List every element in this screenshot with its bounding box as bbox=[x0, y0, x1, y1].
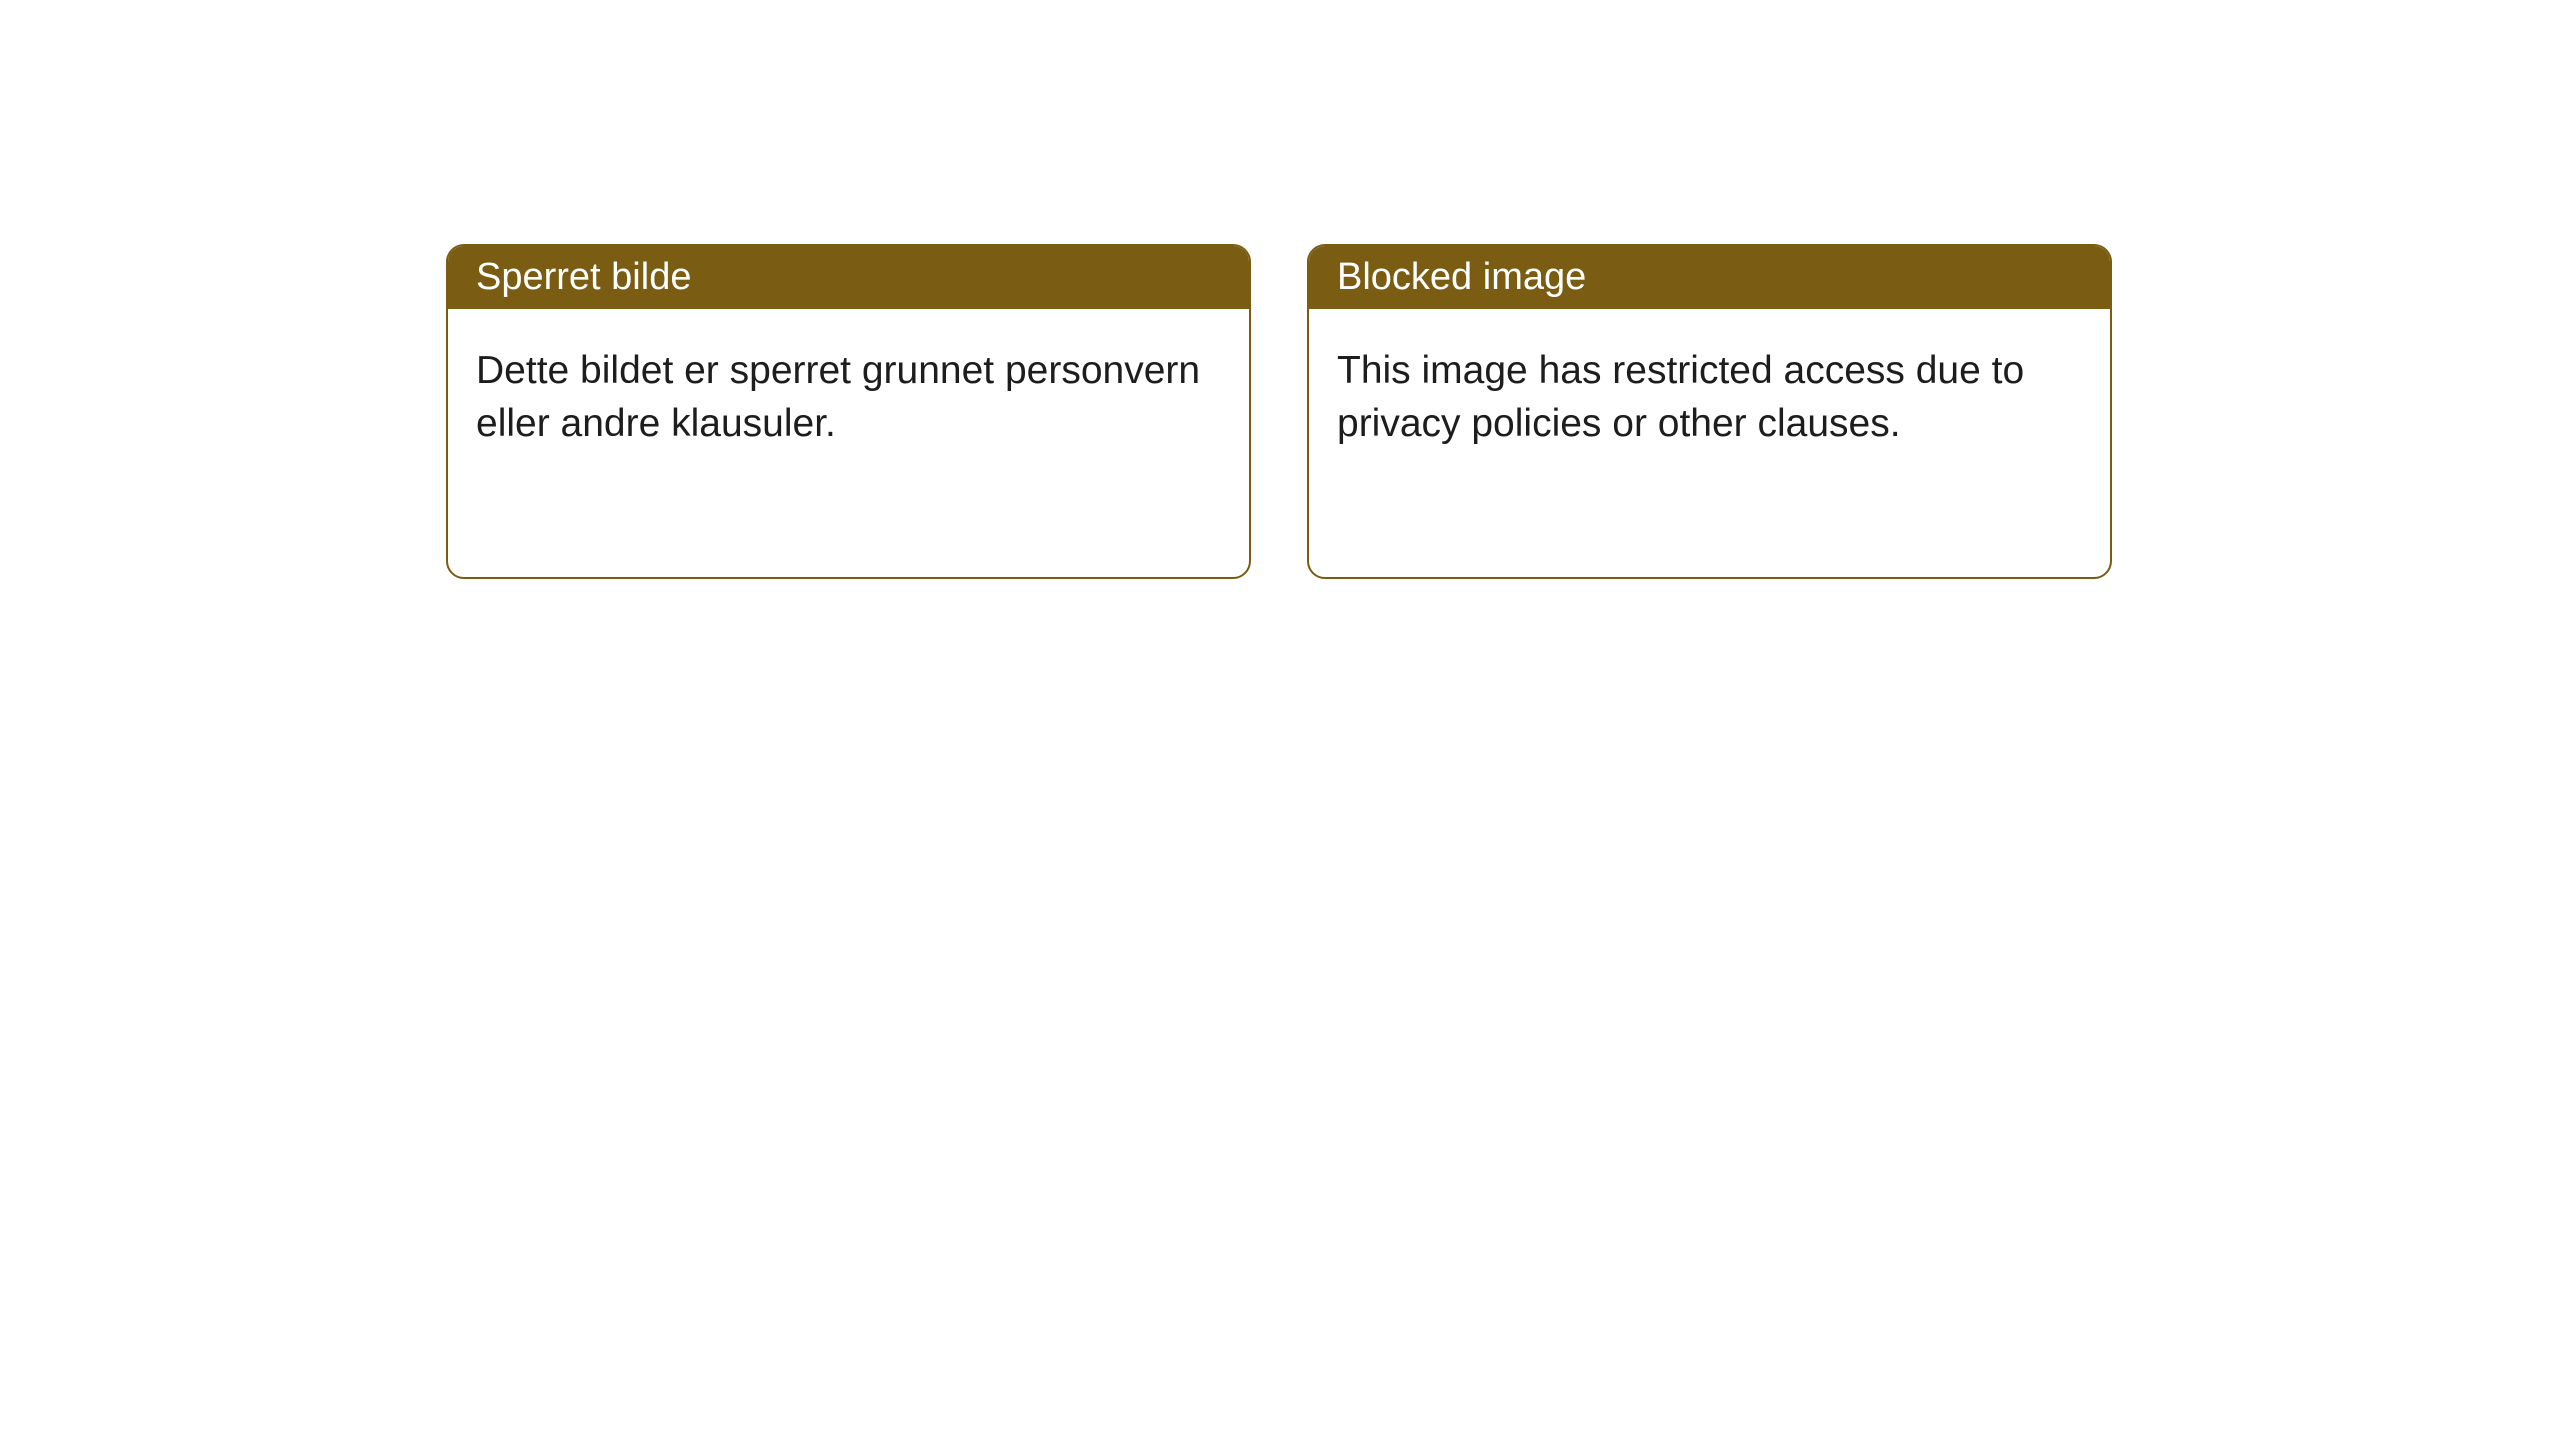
notice-title-english: Blocked image bbox=[1309, 246, 2110, 309]
notice-title-norwegian: Sperret bilde bbox=[448, 246, 1249, 309]
notice-body-norwegian: Dette bildet er sperret grunnet personve… bbox=[448, 309, 1249, 486]
notice-container: Sperret bilde Dette bildet er sperret gr… bbox=[0, 0, 2560, 579]
notice-card-english: Blocked image This image has restricted … bbox=[1307, 244, 2112, 579]
notice-body-english: This image has restricted access due to … bbox=[1309, 309, 2110, 486]
notice-card-norwegian: Sperret bilde Dette bildet er sperret gr… bbox=[446, 244, 1251, 579]
